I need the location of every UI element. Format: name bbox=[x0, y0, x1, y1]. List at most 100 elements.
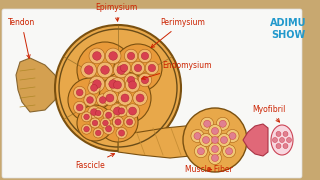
Circle shape bbox=[124, 73, 138, 87]
Circle shape bbox=[131, 61, 145, 75]
Circle shape bbox=[77, 105, 113, 141]
Circle shape bbox=[129, 107, 137, 115]
Circle shape bbox=[113, 62, 129, 78]
Circle shape bbox=[106, 126, 112, 132]
Circle shape bbox=[116, 127, 127, 139]
Circle shape bbox=[109, 80, 117, 88]
Circle shape bbox=[209, 134, 221, 147]
Circle shape bbox=[105, 48, 121, 64]
Circle shape bbox=[276, 131, 281, 136]
Circle shape bbox=[103, 123, 114, 134]
Circle shape bbox=[141, 52, 149, 60]
Circle shape bbox=[91, 109, 97, 116]
Circle shape bbox=[84, 114, 89, 120]
Circle shape bbox=[201, 117, 214, 130]
Circle shape bbox=[133, 91, 147, 105]
Circle shape bbox=[114, 81, 122, 89]
Circle shape bbox=[276, 144, 281, 148]
Circle shape bbox=[98, 102, 138, 142]
Circle shape bbox=[106, 94, 114, 102]
Circle shape bbox=[203, 136, 210, 143]
Polygon shape bbox=[243, 124, 268, 156]
Circle shape bbox=[118, 108, 125, 114]
Circle shape bbox=[101, 66, 109, 74]
Circle shape bbox=[226, 129, 239, 143]
Circle shape bbox=[125, 78, 140, 92]
Circle shape bbox=[199, 134, 212, 147]
Circle shape bbox=[219, 120, 226, 127]
Circle shape bbox=[118, 130, 125, 136]
Circle shape bbox=[273, 138, 277, 143]
Circle shape bbox=[106, 112, 112, 118]
Circle shape bbox=[87, 97, 93, 103]
Circle shape bbox=[127, 52, 135, 60]
Circle shape bbox=[204, 120, 211, 127]
Circle shape bbox=[112, 116, 124, 128]
Circle shape bbox=[93, 108, 103, 118]
Circle shape bbox=[194, 132, 201, 140]
Circle shape bbox=[84, 94, 96, 106]
Circle shape bbox=[89, 76, 105, 92]
Circle shape bbox=[88, 106, 100, 118]
Circle shape bbox=[209, 143, 221, 156]
Circle shape bbox=[77, 42, 133, 98]
Circle shape bbox=[97, 62, 113, 78]
Circle shape bbox=[126, 119, 133, 125]
Circle shape bbox=[103, 120, 108, 126]
Circle shape bbox=[124, 49, 138, 63]
Circle shape bbox=[191, 129, 204, 143]
Circle shape bbox=[195, 145, 207, 158]
Polygon shape bbox=[118, 125, 220, 158]
Circle shape bbox=[223, 145, 236, 158]
Circle shape bbox=[109, 52, 117, 60]
Circle shape bbox=[120, 64, 128, 72]
Circle shape bbox=[103, 110, 114, 121]
Circle shape bbox=[76, 104, 83, 111]
Circle shape bbox=[116, 105, 127, 117]
Circle shape bbox=[76, 89, 83, 96]
Ellipse shape bbox=[271, 125, 293, 155]
Circle shape bbox=[229, 132, 236, 140]
Circle shape bbox=[55, 25, 181, 151]
Circle shape bbox=[84, 66, 93, 74]
Circle shape bbox=[286, 138, 292, 143]
Text: Myofibril: Myofibril bbox=[252, 105, 285, 122]
Circle shape bbox=[220, 136, 228, 143]
Circle shape bbox=[138, 49, 152, 63]
Circle shape bbox=[110, 78, 125, 92]
Circle shape bbox=[129, 81, 137, 89]
Circle shape bbox=[145, 61, 159, 75]
Text: Tendon: Tendon bbox=[8, 18, 35, 58]
Circle shape bbox=[103, 91, 117, 105]
Circle shape bbox=[93, 128, 103, 138]
Circle shape bbox=[136, 94, 144, 102]
Circle shape bbox=[114, 44, 162, 92]
Circle shape bbox=[127, 76, 135, 84]
Circle shape bbox=[148, 64, 156, 72]
Circle shape bbox=[82, 112, 92, 122]
Circle shape bbox=[117, 66, 125, 74]
Circle shape bbox=[125, 104, 140, 118]
Circle shape bbox=[283, 131, 288, 136]
Circle shape bbox=[110, 104, 125, 118]
Polygon shape bbox=[16, 58, 58, 112]
Circle shape bbox=[218, 134, 230, 147]
Circle shape bbox=[90, 118, 100, 128]
Circle shape bbox=[212, 145, 219, 152]
Text: Endomysium: Endomysium bbox=[142, 61, 212, 80]
Circle shape bbox=[74, 101, 86, 114]
Circle shape bbox=[81, 62, 97, 78]
Circle shape bbox=[212, 154, 219, 161]
Text: Epimysium: Epimysium bbox=[95, 3, 137, 21]
Text: Muscle Fiber: Muscle Fiber bbox=[185, 165, 233, 174]
Circle shape bbox=[212, 127, 219, 134]
Circle shape bbox=[92, 120, 98, 126]
Circle shape bbox=[118, 91, 132, 105]
Circle shape bbox=[68, 78, 112, 122]
Circle shape bbox=[124, 116, 135, 128]
Circle shape bbox=[212, 136, 219, 143]
Circle shape bbox=[183, 108, 247, 172]
FancyBboxPatch shape bbox=[2, 9, 302, 178]
Circle shape bbox=[100, 118, 110, 128]
Circle shape bbox=[99, 72, 151, 124]
